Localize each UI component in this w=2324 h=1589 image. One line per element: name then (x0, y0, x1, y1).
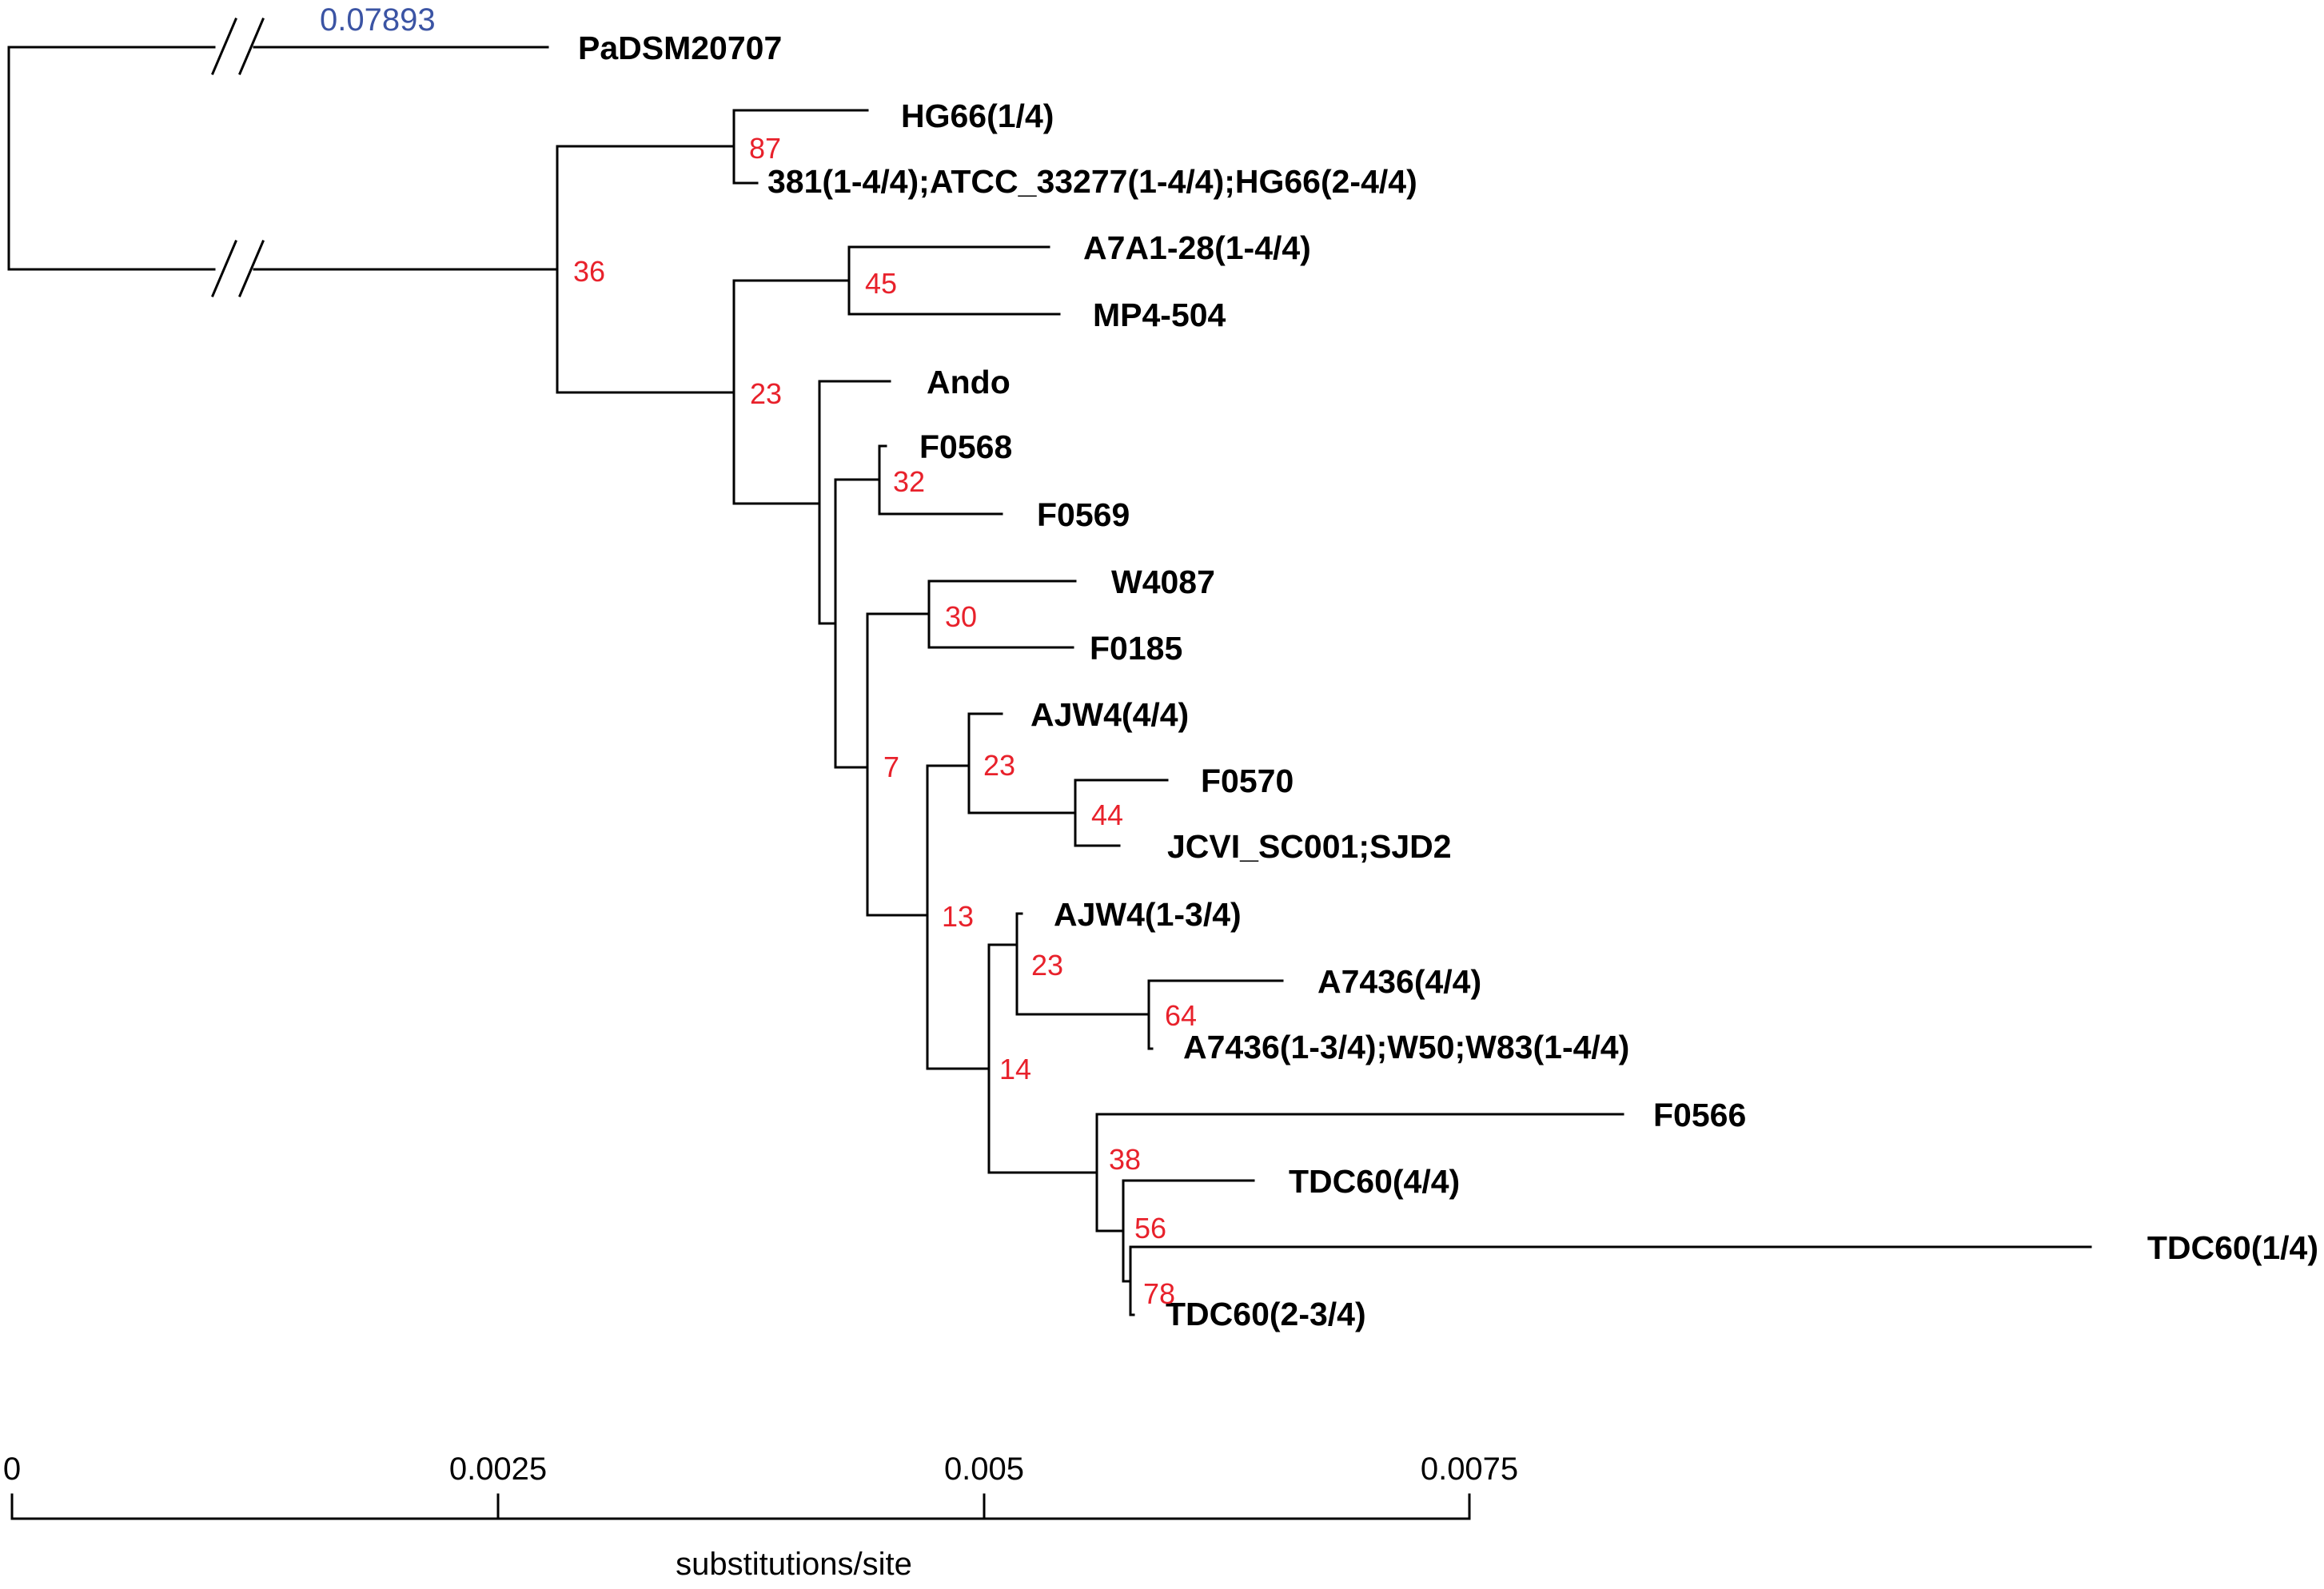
branch (556, 109, 869, 185)
support-value: 7 (883, 751, 899, 783)
scale-tick-label: 0.0025 (449, 1452, 547, 1487)
leaf-label: JCVI_SC001;SJD2 (1167, 828, 1452, 865)
support-value: 32 (893, 465, 925, 498)
scale-axis: 0 0.0025 0.005 0.0075 substitutions/site (3, 1452, 1518, 1582)
scale-tick-label: 0.0075 (1421, 1452, 1518, 1487)
branch (1122, 1245, 2092, 1316)
scale-tick-label: 0.005 (944, 1452, 1024, 1487)
leaf-label: F0570 (1201, 763, 1294, 799)
leaf-label: HG66(1/4) (901, 98, 1054, 134)
branch (818, 478, 837, 769)
scale-axis-line (10, 1493, 1471, 1520)
branch (987, 912, 1150, 1016)
support-value: 78 (1143, 1277, 1175, 1310)
axis-break-mark (211, 240, 265, 297)
branch (556, 279, 735, 505)
leaf-label: AJW4(1-3/4) (1054, 896, 1242, 933)
branch (732, 245, 1061, 316)
leaf-label: A7A1-28(1-4/4) (1083, 229, 1311, 266)
axis-break-mark (211, 18, 265, 75)
support-value: 87 (749, 132, 781, 165)
branch (926, 712, 1077, 814)
leaf-label: Ando (927, 364, 1011, 400)
tree-branches (7, 18, 2092, 1316)
leaf-label: F0185 (1090, 630, 1182, 667)
support-value: 56 (1134, 1212, 1166, 1245)
support-value: 45 (865, 267, 897, 300)
leaf-label: TDC60(4/4) (1289, 1163, 1460, 1200)
leaf-label: 381(1-4/4);ATCC_33277(1-4/4);HG66(2-4/4) (767, 163, 1417, 200)
support-value: 13 (942, 900, 974, 933)
branch (866, 764, 929, 1070)
support-value: 36 (573, 255, 605, 288)
truncated-branch-length: 0.07893 (320, 2, 436, 38)
support-value: 30 (945, 600, 977, 633)
leaf-label: MP4-504 (1093, 297, 1226, 333)
leaf-label: A7436(4/4) (1317, 963, 1481, 1000)
leaf-label: PaDSM20707 (578, 30, 782, 66)
support-value: 23 (983, 749, 1015, 782)
branch (1095, 1179, 1255, 1283)
leaf-label: A7436(1-3/4);W50;W83(1-4/4) (1183, 1029, 1629, 1065)
support-value: 23 (750, 377, 782, 410)
branch (1147, 979, 1284, 1050)
leaf-label: AJW4(4/4) (1030, 696, 1189, 733)
leaf-labels: PaDSM20707 HG66(1/4) 381(1-4/4);ATCC_332… (578, 30, 2318, 1332)
branch (987, 1113, 1624, 1233)
support-values: 87 36 45 23 32 30 7 23 44 13 23 64 14 38… (573, 132, 1197, 1310)
leaf-label: F0568 (919, 428, 1012, 465)
scale-tick-label: 0 (3, 1452, 21, 1487)
support-value: 44 (1091, 798, 1123, 831)
support-value: 23 (1031, 949, 1063, 982)
leaf-label: W4087 (1111, 564, 1215, 600)
support-value: 64 (1165, 999, 1197, 1032)
support-value: 14 (999, 1053, 1031, 1085)
scale-axis-label: substitutions/site (676, 1547, 912, 1582)
branch (834, 444, 1003, 516)
leaf-label: F0569 (1037, 496, 1130, 533)
branch (732, 380, 891, 625)
leaf-label: F0566 (1653, 1097, 1746, 1133)
leaf-label: TDC60(2-3/4) (1166, 1296, 1366, 1332)
leaf-label: TDC60(1/4) (2147, 1229, 2318, 1266)
branch (926, 943, 991, 1174)
branch (834, 612, 869, 917)
branch (866, 579, 1077, 649)
branch (1074, 779, 1169, 847)
support-value: 38 (1109, 1143, 1141, 1176)
